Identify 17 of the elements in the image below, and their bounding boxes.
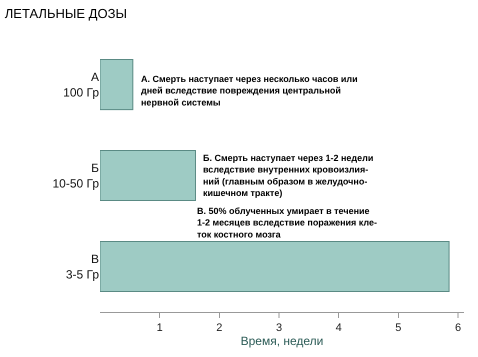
y-tick-label: А 100 Гр — [63, 70, 100, 100]
x-tick-label: 6 — [454, 322, 462, 334]
x-tick-label: 3 — [276, 322, 282, 334]
y-tick-label: В 3-5 Гр — [66, 252, 100, 282]
y-tick-label: Б 10-50 Гр — [52, 160, 100, 191]
x-tick-label: 5 — [395, 322, 402, 334]
x-tick-label: 1 — [156, 322, 163, 334]
annotation: А. Смерть наступает через несколько часов или дней вследствие повреждения центральной нервной системы — [141, 74, 358, 108]
annotation: В. 50% облученных умирает в течение 1-2 месяцев вследствие поражения кле- ток костного мозга — [197, 206, 378, 240]
annotation: Б. Смерть наступает через 1-2 недели вследствие внутренних кровоизлия- ний (главным образом в желудочно- кишечном тракте) — [203, 153, 374, 198]
bar — [100, 59, 134, 110]
x-tick-label: 2 — [216, 322, 222, 334]
bar — [100, 241, 450, 292]
x-tick-label: 4 — [336, 322, 342, 334]
bar — [100, 150, 196, 202]
chart-title: ЛЕТАЛЬНЫЕ ДОЗЫ — [4, 6, 127, 22]
x-axis-title: Время, недели — [240, 334, 324, 348]
